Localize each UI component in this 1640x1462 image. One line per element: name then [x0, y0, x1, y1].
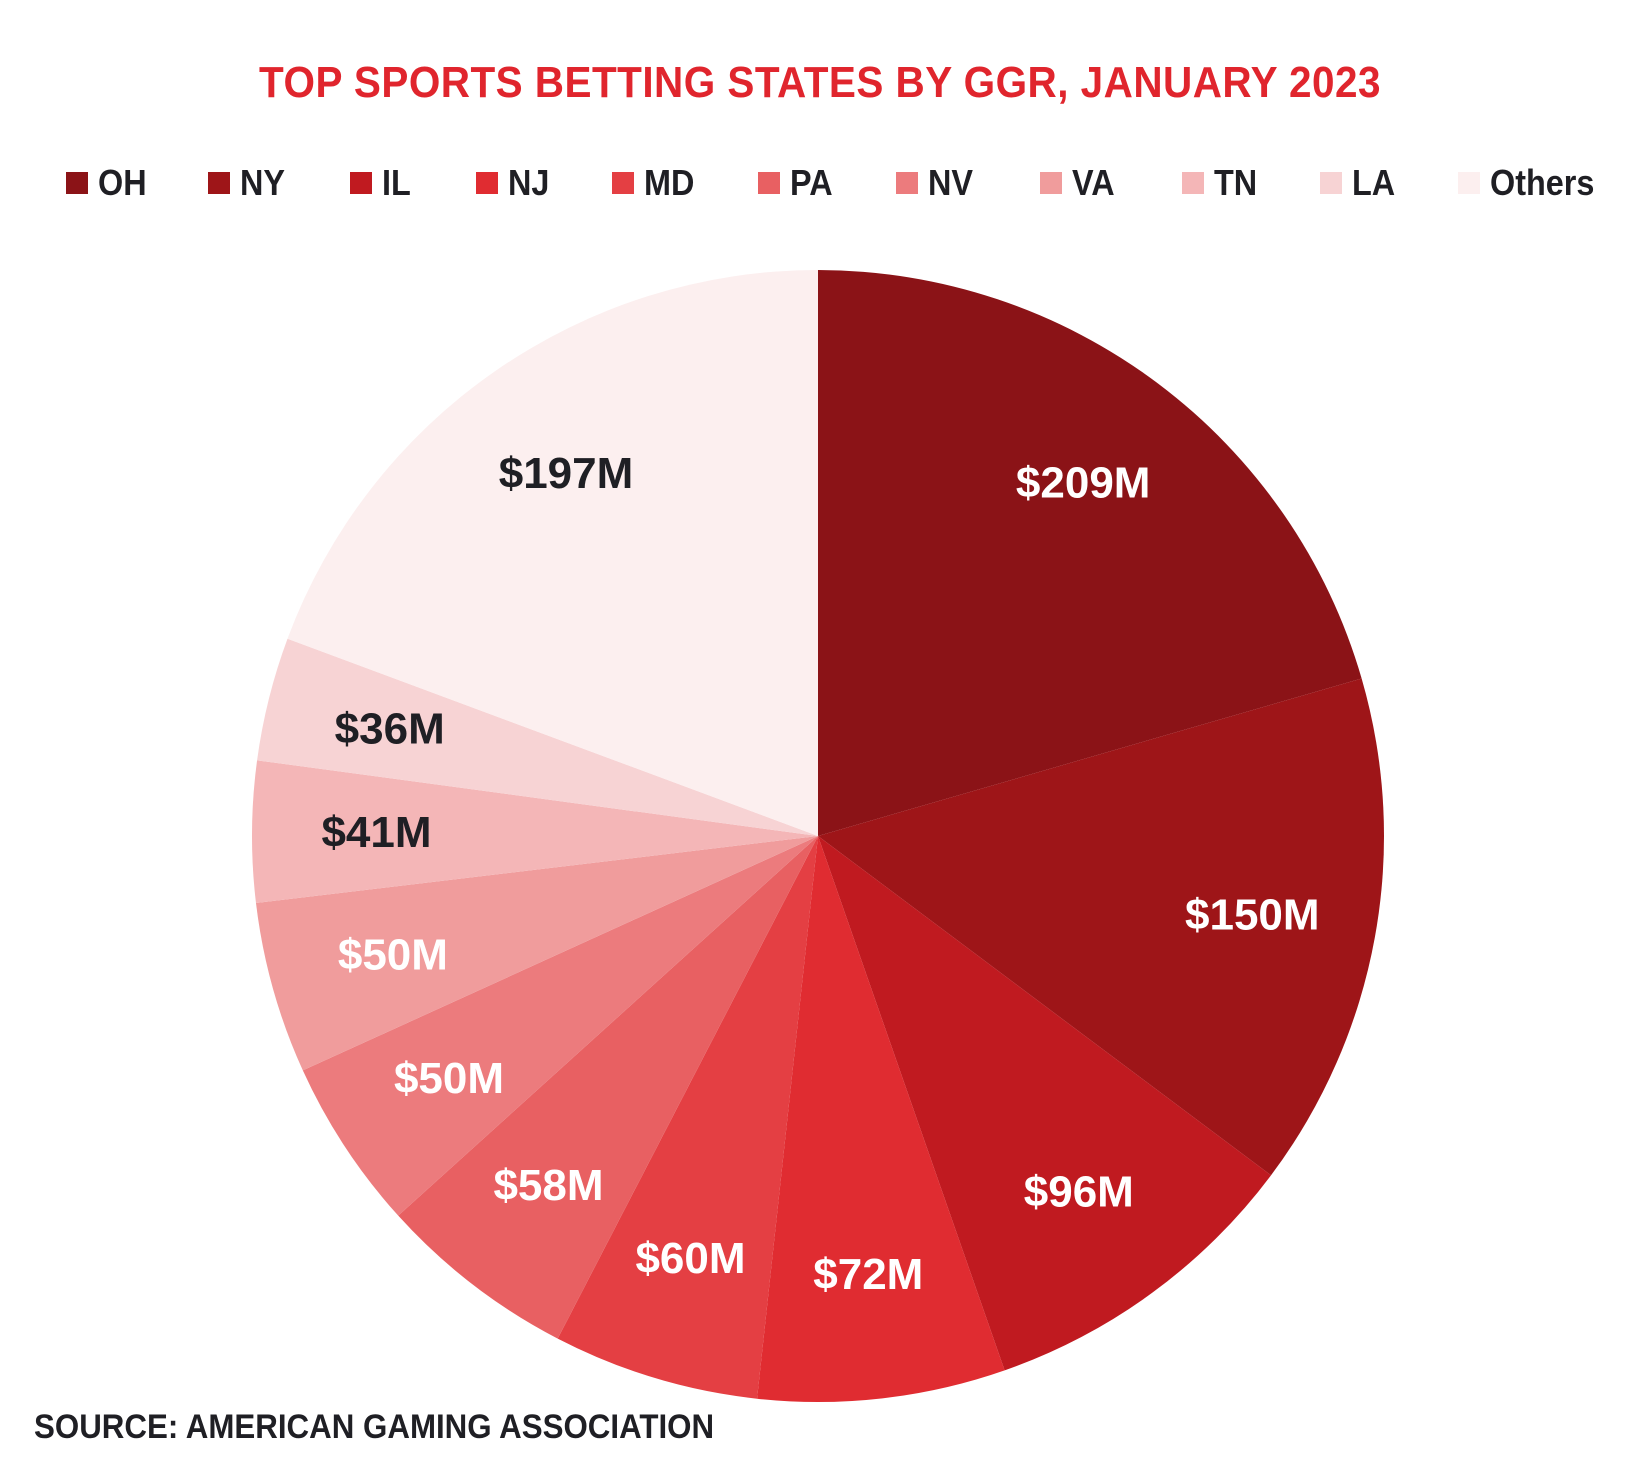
chart-legend: OH NY IL NJ MD PA NV VA TN LA Others	[0, 158, 1640, 208]
legend-label: MD	[644, 162, 695, 203]
slice-label-nj: $72M	[813, 1250, 923, 1299]
pie-slice-la	[257, 638, 819, 836]
pie-slice-il	[818, 836, 1272, 1371]
slice-label-nv: $50M	[394, 1054, 504, 1103]
legend-label: VA	[1072, 162, 1115, 203]
legend-swatch	[476, 172, 498, 194]
legend-item-ny: NY	[208, 158, 290, 208]
legend-swatch	[208, 172, 230, 194]
legend-swatch	[896, 172, 918, 194]
slice-label-il: $96M	[1024, 1168, 1134, 1217]
source-note: SOURCE: AMERICAN GAMING ASSOCIATION	[34, 1408, 715, 1446]
legend-swatch	[1182, 172, 1204, 194]
legend-item-pa: PA	[758, 158, 837, 208]
slice-label-la: $36M	[335, 704, 445, 753]
pie-slice-va	[255, 836, 819, 1071]
pie-slice-oh	[818, 270, 1362, 836]
slice-label-ny: $150M	[1185, 891, 1320, 940]
slice-label-pa: $58M	[493, 1161, 603, 1210]
legend-item-il: IL	[350, 158, 414, 208]
legend-item-la: LA	[1320, 158, 1400, 208]
slice-label-va: $50M	[338, 931, 448, 980]
legend-item-md: MD	[612, 158, 700, 208]
legend-item-nv: NV	[896, 158, 978, 208]
legend-item-nj: NJ	[476, 158, 554, 208]
legend-label: IL	[382, 162, 411, 203]
slice-label-others: $197M	[499, 449, 634, 498]
legend-swatch	[612, 172, 634, 194]
legend-item-tn: TN	[1182, 158, 1262, 208]
legend-label: NJ	[508, 162, 550, 203]
pie-slice-ny	[818, 678, 1385, 1176]
legend-label: LA	[1352, 162, 1396, 203]
pie-slice-others	[287, 270, 818, 836]
legend-swatch	[1458, 172, 1480, 194]
legend-label: Others	[1490, 162, 1595, 203]
pie-slice-nj	[757, 836, 1005, 1403]
pie-slice-md	[557, 836, 818, 1399]
legend-label: TN	[1214, 162, 1258, 203]
legend-label: NY	[240, 162, 286, 203]
legend-label: OH	[98, 162, 147, 203]
pie-slice-tn	[251, 760, 818, 904]
legend-swatch	[1040, 172, 1062, 194]
pie-slice-nv	[302, 836, 818, 1216]
legend-swatch	[1320, 172, 1342, 194]
pie-slice-pa	[398, 836, 818, 1339]
legend-swatch	[350, 172, 372, 194]
slice-label-md: $60M	[635, 1234, 745, 1283]
chart-title: TOP SPORTS BETTING STATES BY GGR, JANUAR…	[259, 58, 1381, 107]
legend-swatch	[758, 172, 780, 194]
slice-label-oh: $209M	[1016, 459, 1151, 508]
legend-item-oh: OH	[66, 158, 152, 208]
legend-swatch	[66, 172, 88, 194]
legend-label: NV	[928, 162, 974, 203]
legend-label: PA	[790, 162, 833, 203]
slice-label-tn: $41M	[321, 808, 431, 857]
legend-item-others: Others	[1458, 158, 1606, 208]
legend-item-va: VA	[1040, 158, 1119, 208]
